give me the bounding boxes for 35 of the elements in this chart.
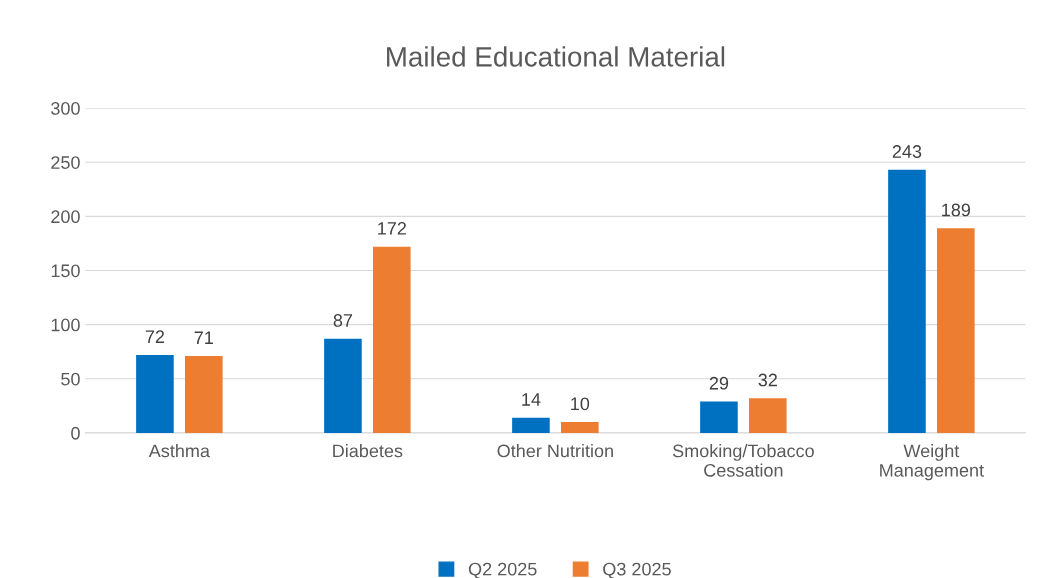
bar	[700, 401, 738, 433]
y-tick-label: 50	[61, 372, 80, 386]
data-label: 72	[145, 330, 165, 343]
chart-title: Mailed Educational Material	[387, 46, 725, 67]
legend-label: Q2 2025	[468, 562, 537, 578]
data-label: 10	[571, 397, 590, 411]
data-label: 172	[378, 221, 406, 235]
bar	[373, 246, 411, 433]
bar	[512, 417, 550, 433]
data-label: 71	[194, 331, 213, 344]
x-tick-label: Weight Management	[880, 444, 984, 481]
legend-label: Q3 2025	[603, 562, 671, 578]
bar	[561, 422, 599, 433]
x-tick-label: Other Nutrition	[497, 444, 613, 458]
y-tick-label: 150	[51, 264, 80, 278]
y-tick-label: 0	[71, 426, 80, 440]
bar	[749, 398, 787, 433]
x-tick-label: Smoking/Tobacco Cessation	[672, 444, 814, 477]
data-label: 29	[709, 376, 729, 390]
bar	[136, 354, 174, 433]
y-tick-label: 300	[51, 102, 80, 115]
x-tick-label: Diabetes	[333, 444, 403, 458]
data-label: 189	[942, 203, 971, 217]
bar	[937, 228, 975, 433]
y-tick-label: 250	[51, 156, 80, 169]
data-label: 14	[522, 393, 541, 406]
data-label: 243	[892, 145, 922, 158]
y-tick-label: 100	[51, 318, 80, 332]
x-tick-label: Asthma	[148, 444, 210, 458]
y-tick-label: 200	[51, 210, 80, 224]
data-label: 32	[758, 373, 777, 387]
bar	[888, 169, 926, 433]
data-label: 87	[333, 314, 353, 327]
bar	[185, 356, 223, 433]
bar	[324, 338, 362, 433]
